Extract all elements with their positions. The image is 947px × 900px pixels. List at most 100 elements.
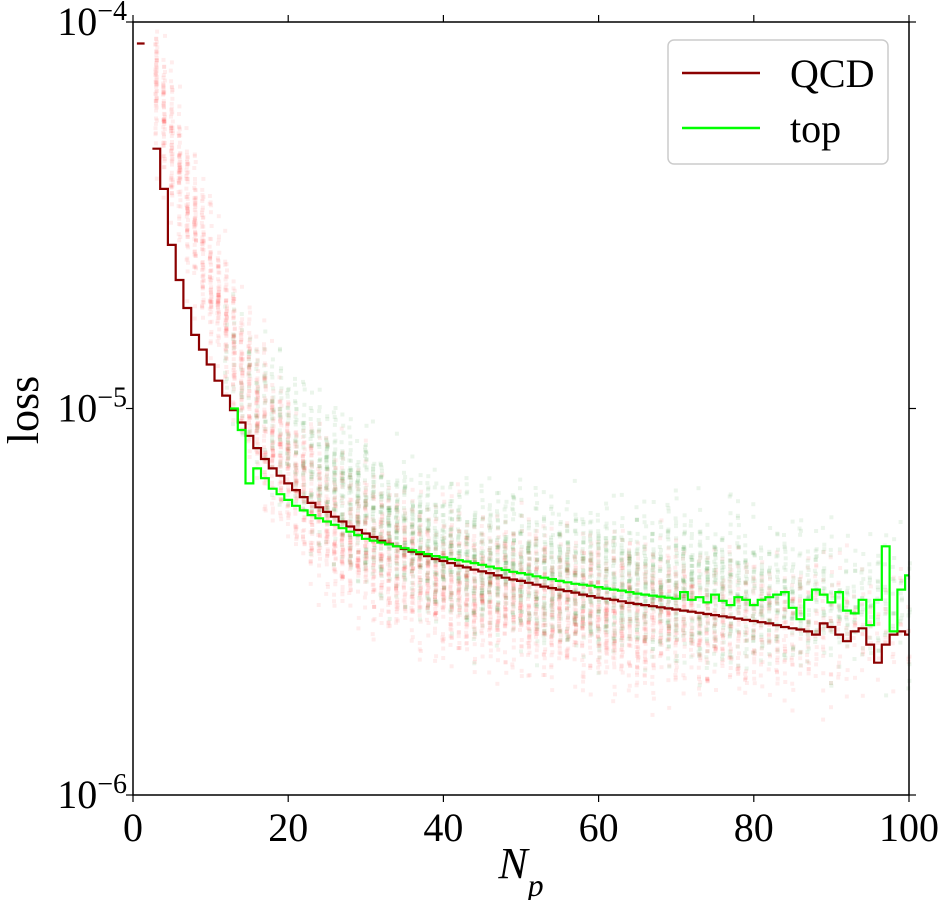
qcd-scatter-point [766, 593, 771, 598]
qcd-scatter-point [620, 643, 625, 648]
qcd-scatter-point [248, 415, 253, 420]
qcd-scatter-point [386, 498, 391, 503]
qcd-scatter-point [442, 587, 447, 592]
qcd-scatter-point [667, 618, 672, 622]
qcd-scatter-point [246, 344, 251, 349]
qcd-scatter-point [542, 656, 547, 661]
qcd-scatter-point [698, 653, 703, 658]
qcd-scatter-point [201, 285, 206, 290]
top-scatter-point [270, 434, 275, 439]
qcd-scatter-point [225, 288, 230, 293]
qcd-scatter-point [503, 566, 508, 571]
qcd-scatter-point [844, 676, 849, 681]
qcd-scatter-point [758, 637, 763, 642]
qcd-scatter-point [644, 590, 648, 595]
qcd-scatter-point [370, 555, 375, 560]
qcd-scatter-point [363, 507, 368, 512]
qcd-scatter-point [626, 556, 631, 561]
qcd-scatter-point [333, 525, 338, 530]
qcd-scatter-point [216, 301, 221, 306]
qcd-scatter-point [317, 507, 322, 512]
qcd-scatter-point [426, 586, 431, 590]
qcd-scatter-point [720, 646, 725, 651]
qcd-scatter-point [883, 606, 887, 611]
qcd-scatter-point [169, 85, 174, 90]
top-scatter-point [270, 415, 275, 420]
qcd-scatter-point [254, 431, 259, 435]
qcd-scatter-point [736, 587, 741, 591]
qcd-scatter-point [185, 202, 190, 206]
qcd-scatter-point [457, 565, 462, 570]
qcd-scatter-point [659, 635, 664, 640]
top-scatter-point [317, 543, 322, 547]
qcd-scatter-point [480, 599, 485, 603]
qcd-scatter-point [643, 580, 648, 585]
qcd-scatter-point [650, 606, 655, 611]
qcd-scatter-point [238, 357, 243, 361]
qcd-scatter-point [247, 368, 252, 373]
qcd-scatter-point [573, 565, 578, 570]
qcd-scatter-point [557, 628, 562, 633]
qcd-scatter-point [410, 530, 415, 535]
qcd-scatter-point [589, 609, 594, 614]
qcd-scatter-point [207, 312, 212, 317]
qcd-scatter-point [248, 349, 252, 354]
qcd-scatter-point [636, 580, 641, 585]
qcd-scatter-point [603, 609, 608, 614]
qcd-scatter-point [504, 530, 509, 535]
top-scatter-point [333, 470, 337, 475]
qcd-scatter-point [782, 646, 787, 651]
qcd-scatter-point [495, 548, 500, 553]
qcd-scatter-point [308, 519, 313, 524]
qcd-scatter-point [417, 528, 422, 533]
top-scatter-point [380, 568, 385, 573]
qcd-scatter-point [380, 472, 385, 477]
qcd-scatter-point [760, 617, 765, 622]
qcd-scatter-point [659, 598, 664, 602]
qcd-scatter-point [169, 101, 174, 106]
qcd-scatter-point [387, 486, 392, 490]
qcd-scatter-point [580, 640, 585, 645]
top-scatter-point [332, 440, 337, 445]
qcd-scatter-point [440, 551, 445, 556]
qcd-scatter-point [426, 611, 431, 615]
qcd-scatter-point [682, 637, 687, 642]
qcd-scatter-point [448, 573, 453, 578]
qcd-scatter-point [596, 614, 601, 619]
qcd-scatter-point [348, 562, 353, 567]
qcd-scatter-point [216, 270, 221, 275]
top-scatter-point [355, 439, 360, 443]
qcd-scatter-point [572, 622, 577, 626]
qcd-scatter-point [379, 520, 384, 525]
qcd-scatter-point [487, 620, 492, 625]
qcd-scatter-point [643, 574, 648, 579]
qcd-scatter-point [433, 546, 438, 550]
top-scatter-point [247, 365, 251, 370]
qcd-scatter-point [627, 602, 632, 607]
qcd-scatter-point [557, 623, 562, 628]
qcd-scatter-point [208, 299, 212, 304]
qcd-scatter-point [534, 558, 539, 562]
qcd-scatter-point [550, 613, 555, 618]
qcd-scatter-point [667, 637, 672, 642]
qcd-scatter-point [549, 571, 554, 576]
qcd-scatter-point [667, 705, 672, 710]
qcd-scatter-point [278, 417, 283, 422]
qcd-scatter-point [697, 568, 702, 573]
qcd-scatter-point [255, 410, 260, 415]
top-scatter-point [370, 571, 375, 576]
qcd-scatter-point [293, 527, 298, 532]
qcd-scatter-point [573, 628, 578, 633]
qcd-scatter-point [332, 498, 337, 503]
qcd-scatter-point [418, 540, 423, 545]
qcd-scatter-point [340, 592, 345, 597]
qcd-scatter-point [395, 574, 400, 579]
qcd-scatter-point [246, 392, 251, 397]
qcd-scatter-point [286, 534, 291, 539]
top-scatter-point [286, 456, 291, 461]
qcd-scatter-point [425, 573, 430, 578]
qcd-scatter-point [231, 299, 236, 304]
qcd-scatter-point [627, 608, 632, 613]
qcd-scatter-point [728, 646, 733, 651]
qcd-scatter-point [534, 648, 539, 653]
